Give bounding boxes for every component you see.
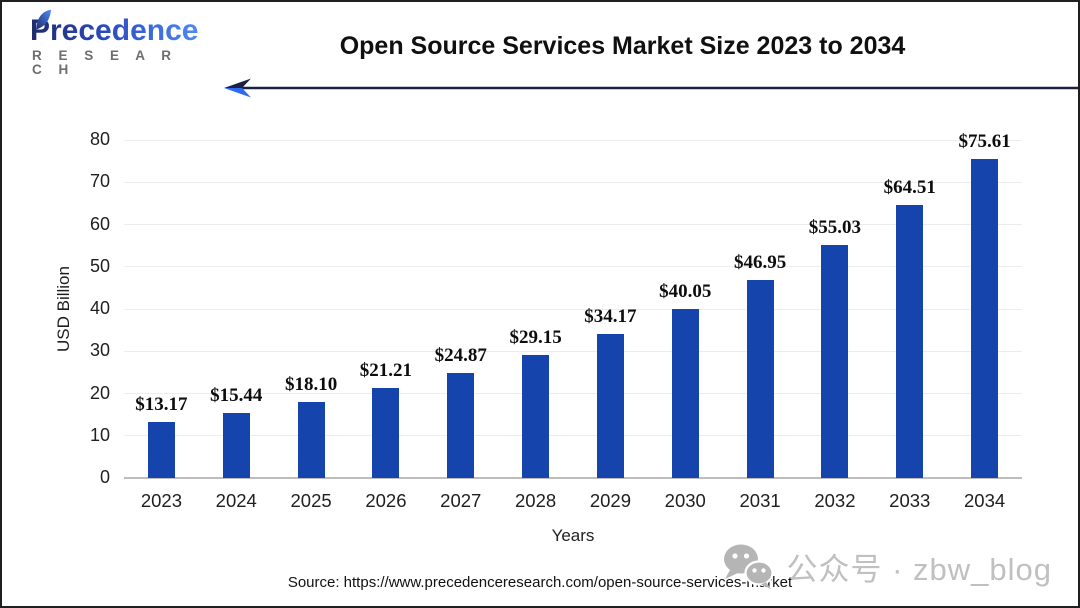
bar-2028	[522, 354, 550, 478]
y-tick-label-70: 70	[89, 171, 110, 192]
bar-2025	[297, 401, 325, 478]
bar-value-label-2029: $34.17	[584, 305, 637, 327]
y-tick-label-60: 60	[89, 213, 110, 234]
y-tick-label-40: 40	[89, 298, 110, 318]
y-tick-label-10: 10	[89, 424, 110, 445]
x-tick-label-2032: 2032	[814, 490, 856, 511]
x-axis-title: Years	[551, 526, 595, 545]
gridline-50	[124, 266, 1022, 268]
bar-2031	[746, 279, 774, 478]
bar-value-label-2030: $40.05	[659, 280, 712, 302]
x-tick-label-2029: 2029	[589, 490, 631, 511]
bar-2027	[447, 372, 475, 478]
x-tick-label-2030: 2030	[664, 490, 706, 511]
bar-2024	[222, 412, 250, 478]
logo-brand-text: Precedence	[30, 14, 199, 47]
x-tick-label-2034: 2034	[964, 490, 1006, 511]
gridline-30	[124, 350, 1022, 352]
leaf-icon	[36, 9, 51, 30]
y-tick-label-80: 80	[89, 129, 110, 149]
bar-value-label-2027: $24.87	[434, 344, 487, 366]
gridline-40	[124, 308, 1022, 310]
x-tick-label-2033: 2033	[889, 490, 931, 511]
bar-2034	[971, 158, 999, 478]
x-tick-label-2028: 2028	[515, 490, 557, 511]
bar-2032	[821, 245, 849, 478]
bar-value-label-2031: $46.95	[733, 251, 787, 273]
gridline-70	[124, 181, 1022, 183]
x-tick-label-2023: 2023	[140, 490, 182, 511]
left-arrow-decoration	[224, 78, 1078, 98]
gridline-20	[124, 393, 1022, 394]
bar-value-label-2032: $55.03	[808, 217, 862, 239]
watermark-text: 公众号 · zbw_blog	[786, 551, 1052, 587]
precedence-research-logo: Precedence R E S E A R C H	[30, 9, 200, 77]
x-tick-label-2024: 2024	[215, 490, 257, 511]
bar-2030	[671, 308, 699, 478]
bar-value-label-2024: $15.44	[210, 384, 263, 406]
bar-2026	[372, 388, 400, 478]
bar-2029	[596, 333, 624, 478]
y-tick-label-50: 50	[89, 255, 110, 276]
x-tick-label-2026: 2026	[365, 490, 407, 511]
bar-2023	[147, 422, 175, 478]
logo-sub-text: R E S E A R C H	[32, 48, 178, 77]
bar-2033	[896, 205, 924, 478]
gridline-80	[124, 139, 1022, 141]
wechat-icon	[724, 544, 775, 589]
watermark: 公众号 · zbw_blog	[718, 542, 1052, 590]
gridline-10	[124, 435, 1022, 437]
page-title: Open Source Services Market Size 2023 to…	[339, 32, 906, 60]
x-axis-line	[124, 477, 1022, 479]
y-tick-label-20: 20	[89, 382, 110, 403]
y-tick-label-30: 30	[89, 340, 110, 361]
x-tick-label-2027: 2027	[440, 490, 482, 511]
bar-value-label-2023: $13.17	[135, 394, 188, 416]
x-tick-label-2025: 2025	[290, 490, 332, 511]
gridline-60	[124, 224, 1022, 225]
y-tick-label-0: 0	[99, 467, 110, 487]
bar-value-label-2026: $21.21	[359, 360, 413, 382]
source-text: Source: https://www.precedenceresearch.c…	[287, 574, 793, 591]
x-tick-label-2031: 2031	[739, 490, 781, 511]
bar-value-label-2025: $18.10	[284, 373, 338, 395]
bar-value-label-2028: $29.15	[509, 326, 562, 348]
bar-value-label-2033: $64.51	[883, 177, 936, 199]
bar-value-label-2034: $75.61	[958, 130, 1011, 152]
